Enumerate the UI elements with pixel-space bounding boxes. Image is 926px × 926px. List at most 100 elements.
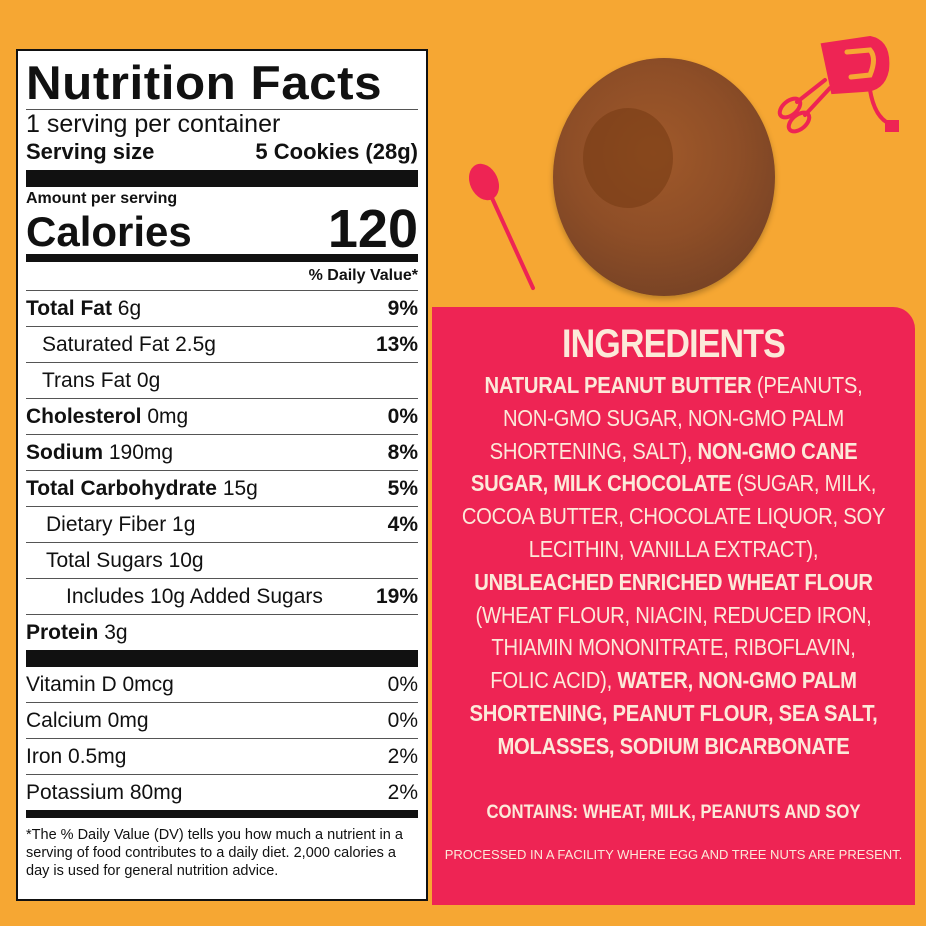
facility-notice: PROCESSED IN A FACILITY WHERE EGG AND TR… <box>444 847 903 862</box>
nutrient-daily-value: 19% <box>375 584 418 608</box>
ingredient-bold-text: WATER, NON-GMO PALM <box>617 667 857 694</box>
servings-per-container: 1 serving per container <box>26 110 281 138</box>
vitamin-name: Iron 0.5mg <box>26 744 127 768</box>
ingredient-text: FOLIC ACID), <box>490 667 618 694</box>
nutrient-label: Trans Fat 0g <box>26 369 160 393</box>
vitamin-daily-value: 0% <box>387 708 418 732</box>
vitamin-daily-value: 2% <box>387 780 418 804</box>
nutrition-facts-label: Nutrition Facts 1 serving per container … <box>16 49 428 901</box>
ingredients-line: FOLIC ACID), WATER, NON-GMO PALM <box>461 664 886 697</box>
ingredients-line: (WHEAT FLOUR, NIACIN, REDUCED IRON, <box>461 599 886 632</box>
ingredients-title: INGREDIENTS <box>561 322 786 366</box>
nutrient-daily-value: 13% <box>375 332 418 356</box>
nutrient-name: Trans Fat <box>42 368 132 392</box>
nutrient-row: Protein 3g <box>26 614 418 650</box>
serving-size-value: 5 Cookies (28g) <box>255 139 418 164</box>
vitamin-name: Vitamin D 0mcg <box>26 672 174 696</box>
ingredient-text: (SUGAR, MILK, <box>731 470 877 497</box>
ingredient-bold-text: NATURAL PEANUT BUTTER <box>484 372 752 398</box>
nutrient-name: Total Carbohydrate <box>26 476 217 500</box>
nutrient-daily-value: 4% <box>387 512 418 536</box>
ingredient-bold-text: UNBLEACHED ENRICHED WHEAT FLOUR <box>474 568 873 595</box>
ingredient-text: THIAMIN MONONITRATE, RIBOFLAVIN, <box>491 634 856 661</box>
ingredients-line: MOLASSES, SODIUM BICARBONATE <box>461 730 886 763</box>
nutrient-row: Dietary Fiber 1g 4% <box>26 506 418 542</box>
vitamin-row: Potassium 80mg 2% <box>26 774 418 810</box>
vitamin-row: Iron 0.5mg 2% <box>26 738 418 774</box>
nutrient-name: Sodium <box>26 440 103 464</box>
ingredients-line: COCOA BUTTER, CHOCOLATE LIQUOR, SOY <box>461 500 886 533</box>
ingredients-line: LECITHIN, VANILLA EXTRACT), <box>461 533 886 566</box>
spoon-icon <box>468 163 535 290</box>
nutrient-row: Total Sugars 10g <box>26 542 418 578</box>
ingredients-line: SHORTENING, SALT), NON-GMO CANE <box>461 435 886 468</box>
vitamin-daily-value: 0% <box>387 672 418 696</box>
nutrient-amount: 0mg <box>147 404 189 428</box>
nutrient-amount: 1g <box>172 512 196 536</box>
nutrient-row: Total Carbohydrate 15g 5% <box>26 470 418 506</box>
nutrient-name: Total Fat <box>26 296 112 320</box>
nutrient-row: Sodium 190mg 8% <box>26 434 418 470</box>
footnote: *The % Daily Value (DV) tells you how mu… <box>26 810 418 880</box>
ingredients-line: THIAMIN MONONITRATE, RIBOFLAVIN, <box>461 631 886 664</box>
ingredient-text: SHORTENING, SALT), <box>489 437 698 464</box>
ingredient-text: NON-GMO SUGAR, NON-GMO PALM <box>502 404 845 431</box>
vitamin-row: Vitamin D 0mcg 0% <box>26 667 418 702</box>
calories-row: Calories 120 <box>26 199 418 259</box>
vitamin-daily-value: 2% <box>387 744 418 768</box>
nutrition-title: Nutrition Facts <box>26 56 383 109</box>
nutrient-name: Dietary Fiber <box>46 512 167 536</box>
nutrient-daily-value: 8% <box>387 440 418 464</box>
vitamin-row: Calcium 0mg 0% <box>26 702 418 738</box>
nutrient-label: Total Sugars 10g <box>26 549 204 573</box>
nutrient-name: Cholesterol <box>26 404 142 428</box>
ingredients-line: NATURAL PEANUT BUTTER (PEANUTS, <box>461 369 886 402</box>
nutrient-label: Cholesterol 0mg <box>26 405 188 429</box>
hand-mixer-icon <box>777 35 899 134</box>
ingredients-line: SHORTENING, PEANUT FLOUR, SEA SALT, <box>461 697 886 730</box>
vitamin-name: Calcium 0mg <box>26 708 149 732</box>
nutrient-amount: 3g <box>104 620 128 644</box>
ingredients-line: SUGAR, MILK CHOCOLATE (SUGAR, MILK, <box>461 467 886 500</box>
ingredient-text: (PEANUTS, <box>751 372 863 398</box>
nutrient-amount: 6g <box>117 296 142 320</box>
ingredient-text: COCOA BUTTER, CHOCOLATE LIQUOR, SOY <box>461 503 886 530</box>
nutrient-amount: 2.5g <box>175 332 216 356</box>
ingredient-text: LECITHIN, VANILLA EXTRACT), <box>528 535 819 562</box>
nutrient-label: Total Carbohydrate 15g <box>26 477 258 501</box>
nutrient-label: Protein 3g <box>26 621 128 645</box>
ingredients-line: NON-GMO SUGAR, NON-GMO PALM <box>461 402 886 435</box>
thick-divider <box>26 170 418 187</box>
nutrient-label: Saturated Fat 2.5g <box>26 333 216 357</box>
calories-value: 120 <box>327 199 418 259</box>
nutrient-row: Saturated Fat 2.5g 13% <box>26 326 418 362</box>
nutrient-amount: 10g <box>168 548 204 572</box>
ingredients-line: UNBLEACHED ENRICHED WHEAT FLOUR <box>461 566 886 599</box>
ingredient-text: (WHEAT FLOUR, NIACIN, REDUCED IRON, <box>475 601 872 628</box>
nutrient-name: Total Sugars <box>46 548 163 572</box>
divider <box>26 109 418 110</box>
serving-size-label: Serving size <box>26 139 155 164</box>
nutrient-label: Total Fat 6g <box>26 297 141 321</box>
nutrient-amount: 190mg <box>108 440 174 464</box>
nutrient-row: Includes 10g Added Sugars 19% <box>26 578 418 614</box>
vitamin-name: Potassium 80mg <box>26 780 183 804</box>
ingredient-bold-text: MOLASSES, SODIUM BICARBONATE <box>497 732 850 759</box>
nutrient-daily-value: 9% <box>387 296 418 320</box>
daily-value-header: % Daily Value* <box>308 267 418 284</box>
ingredients-panel: INGREDIENTS NATURAL PEANUT BUTTER (PEANU… <box>432 307 915 905</box>
nutrient-amount: 0g <box>136 368 161 392</box>
cookie-image <box>553 58 775 296</box>
nutrient-name: Saturated Fat <box>42 332 170 356</box>
nutrient-name: Includes 10g Added Sugars <box>66 584 323 608</box>
nutrient-row: Total Fat 6g 9% <box>26 290 418 326</box>
nutrient-amount: 15g <box>222 476 258 500</box>
ingredient-bold-text: SUGAR, MILK CHOCOLATE <box>470 470 732 497</box>
ingredient-bold-text: NON-GMO CANE <box>697 437 858 464</box>
nutrient-name: Protein <box>26 620 99 644</box>
nutrient-label: Includes 10g Added Sugars <box>26 585 323 609</box>
nutrient-row: Cholesterol 0mg 0% <box>26 398 418 434</box>
ingredients-list: NATURAL PEANUT BUTTER (PEANUTS, NON-GMO S… <box>432 369 915 763</box>
nutrient-daily-value: 5% <box>387 476 418 500</box>
allergen-contains: CONTAINS: WHEAT, MILK, PEANUTS AND SOY <box>486 802 861 823</box>
